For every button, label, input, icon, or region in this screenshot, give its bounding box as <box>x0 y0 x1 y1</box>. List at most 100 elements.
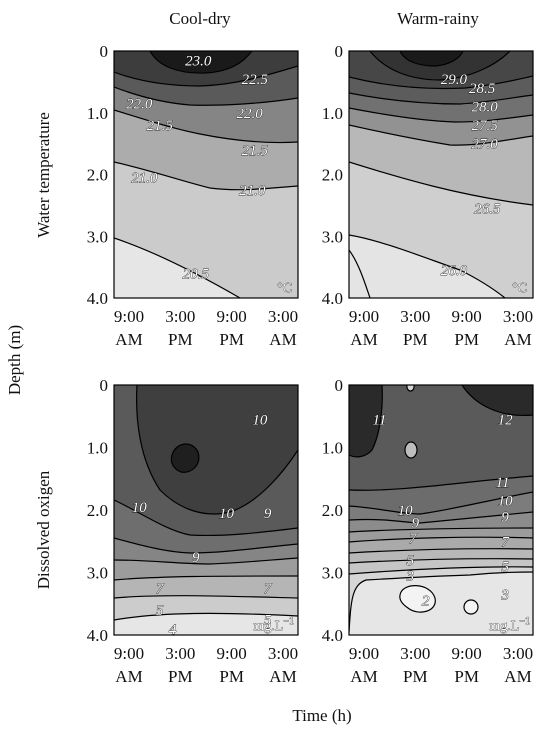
x-tick-label: PM <box>403 330 428 349</box>
contour-line-21-5 <box>114 109 298 144</box>
x-tick-label: AM <box>504 330 531 349</box>
contour-line-26-0 <box>349 234 506 298</box>
contour-line-28-0 <box>349 92 533 105</box>
band-above-23 <box>150 51 252 74</box>
contour-line-26-5 <box>349 161 533 206</box>
x-tick-label: 9:00 <box>452 307 482 326</box>
x-tick-label: 9:00 <box>452 644 482 663</box>
row-title-water-temperature: Water temperature <box>34 112 53 238</box>
x-tick-label: 9:00 <box>217 307 247 326</box>
row-title-dissolved-oxygen: Dissolved oxigen <box>34 470 53 589</box>
contour-label: 22.0 <box>237 106 264 122</box>
contour-label: 10 <box>132 500 148 516</box>
y-tick-label: 3.0 <box>87 564 108 583</box>
x-tick-label: AM <box>269 330 296 349</box>
contour-line-10 <box>349 491 533 515</box>
contour-line-28-5 <box>349 75 533 90</box>
contour-label: 5 <box>501 559 509 575</box>
contour-line-5 <box>114 595 298 599</box>
contour-line-6 <box>349 548 533 554</box>
contour-label: 7 <box>501 534 510 550</box>
x-tick-label: 9:00 <box>114 644 144 663</box>
contour-label: 2 <box>422 594 430 610</box>
contour-label: 7 <box>409 531 418 547</box>
x-tick-label: PM <box>168 667 193 686</box>
contour-line-3 <box>349 571 533 633</box>
x-tick-label: 3:00 <box>400 644 430 663</box>
contour-label: 11 <box>372 412 386 428</box>
contour-line-22-0 <box>114 86 298 106</box>
contour-line-20-5 <box>114 237 241 298</box>
y-tick-label: 2.0 <box>87 501 108 520</box>
x-tick-label: AM <box>504 667 531 686</box>
x-tick-label: 3:00 <box>400 307 430 326</box>
x-tick-label: AM <box>115 667 142 686</box>
column-title-warm-rainy: Warm-rainy <box>397 9 479 28</box>
band-above-29 <box>400 51 463 66</box>
contour-line-11 <box>349 475 533 491</box>
contour-label: 21.0 <box>239 183 266 199</box>
contour-label: 3 <box>405 569 414 585</box>
contour-label: 21.0 <box>131 171 158 187</box>
contour-line-4 <box>114 612 298 621</box>
panel-frame-temperature-warm-rainy <box>348 50 534 299</box>
contour-line-2 <box>399 585 436 613</box>
spot-middle <box>405 442 417 458</box>
contour-label: 27.0 <box>472 137 499 153</box>
contour-line-7 <box>349 536 533 543</box>
unit-text: mg.L <box>489 619 519 634</box>
contour-line-27-5 <box>349 107 533 123</box>
contour-line-9 <box>114 499 298 537</box>
contour-line-5 <box>349 558 533 564</box>
contour-line-spot-top <box>406 385 415 392</box>
contour-label: 5 <box>156 603 164 619</box>
contour-line-8 <box>114 537 298 554</box>
x-tick-label: 3:00 <box>165 644 195 663</box>
x-tick-label: PM <box>168 330 193 349</box>
y-tick-label: 0 <box>100 376 109 395</box>
band-10 <box>136 385 298 514</box>
contour-line-21-0 <box>114 161 298 191</box>
contour-label: 20.5 <box>183 266 210 282</box>
contour-line-6 <box>114 575 298 581</box>
x-tick-label: 3:00 <box>165 307 195 326</box>
y-tick-label: 0 <box>335 42 344 61</box>
x-tick-label: AM <box>115 330 142 349</box>
contour-line-27-0 <box>349 124 533 146</box>
panel-frame-oxygen-cool-dry <box>113 384 299 636</box>
column-title-cool-dry: Cool-dry <box>169 9 231 28</box>
band-11 <box>349 385 533 491</box>
band-12-left <box>349 385 383 457</box>
y-tick-label: 0 <box>335 376 344 395</box>
contour-label: 11 <box>496 475 510 491</box>
contour-label: 9 <box>412 516 420 532</box>
panel-oxygen-cool-dry <box>114 385 298 635</box>
unit-label-temperature-warm-rainy: °C <box>512 281 527 296</box>
contour-line-9 <box>349 511 533 524</box>
x-tick-label: 3:00 <box>503 644 533 663</box>
contour-label: 10 <box>219 506 235 522</box>
contour-line-7 <box>114 557 298 565</box>
y-tick-label: 4.0 <box>87 626 108 645</box>
band-12-right <box>462 385 533 416</box>
x-tick-label: 3:00 <box>268 307 298 326</box>
y-tick-label: 1.0 <box>87 104 108 123</box>
contour-labels: 23.022.522.022.021.521.521.021.020.529.0… <box>126 53 514 638</box>
y-tick-label: 1.0 <box>87 439 108 458</box>
contour-line-10 <box>136 385 298 515</box>
contour-label: 5 <box>264 612 272 628</box>
x-tick-label: PM <box>219 667 244 686</box>
x-tick-label: PM <box>454 667 479 686</box>
contour-label: 7 <box>264 581 273 597</box>
contour-label: 10 <box>398 503 414 519</box>
y-tick-label: 3.0 <box>322 227 343 246</box>
y-axis-title: Depth (m) <box>5 325 24 395</box>
contour-label: 10 <box>252 412 268 428</box>
unit-label-oxygen-cool-dry: mg.L−1 <box>253 616 294 634</box>
unit-superscript: −1 <box>283 616 294 627</box>
x-tick-label: AM <box>350 330 377 349</box>
contour-label: 23.0 <box>185 53 212 69</box>
y-tick-label: 4.0 <box>322 626 343 645</box>
x-axis-title: Time (h) <box>292 706 351 725</box>
contour-label: 22.5 <box>242 72 269 88</box>
